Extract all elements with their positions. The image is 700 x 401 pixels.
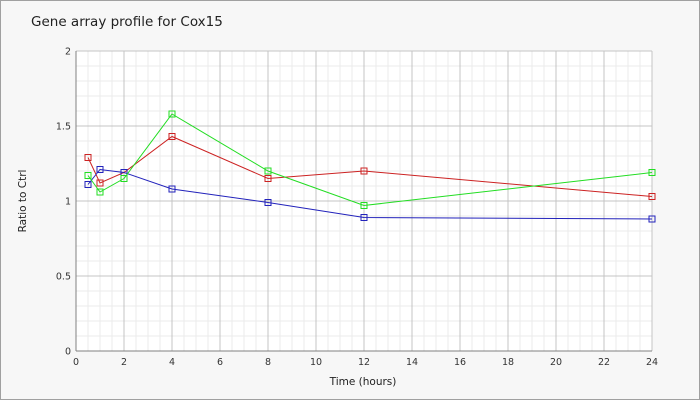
x-tick-label: 12 [358,357,370,368]
x-tick-label: 22 [598,357,610,368]
y-tick-label: 1.5 [56,122,71,133]
data-point-marker [264,199,272,206]
x-tick-label: 2 [121,357,127,368]
x-tick-label: 4 [169,357,175,368]
series-line [87,168,653,220]
data-point-marker [648,193,656,200]
y-tick-label: 0.5 [56,272,71,283]
x-tick-label: 10 [310,357,322,368]
data-point-marker [120,175,128,182]
data-point-marker [84,181,92,188]
y-tick-label: 1 [65,197,71,208]
series-1 [84,133,656,200]
chart-title: Gene array profile for Cox15 [31,14,223,30]
x-tick-label: 18 [502,357,514,368]
data-point-marker [264,175,272,182]
data-point-marker [648,215,656,223]
data-point-marker [360,214,368,221]
series-3 [84,110,656,209]
data-point-marker [648,169,656,176]
data-point-marker [84,172,92,179]
data-point-marker [264,167,272,175]
series-2 [84,166,656,223]
series-line [87,135,653,197]
x-tick-label: 14 [406,357,418,368]
data-point-marker [96,179,104,187]
data-point-marker [168,185,176,193]
data-point-marker [84,154,92,161]
data-point-marker [168,133,176,140]
series-line [87,113,653,207]
data-point-marker [168,110,176,118]
data-point-marker [360,167,368,175]
x-tick-label: 16 [454,357,466,368]
x-axis-title: Time (hours) [329,376,397,388]
data-point-marker [360,202,368,209]
x-tick-label: 8 [265,357,271,368]
y-tick-label: 0 [65,347,71,358]
x-tick-label: 0 [73,357,79,368]
x-tick-label: 20 [550,357,562,368]
y-tick-label: 2 [65,47,71,58]
x-tick-label: 6 [217,357,223,368]
y-axis-title: Ratio to Ctrl [17,170,29,233]
data-point-marker [96,166,104,173]
x-tick-label: 24 [646,357,658,368]
data-point-marker [96,188,104,196]
